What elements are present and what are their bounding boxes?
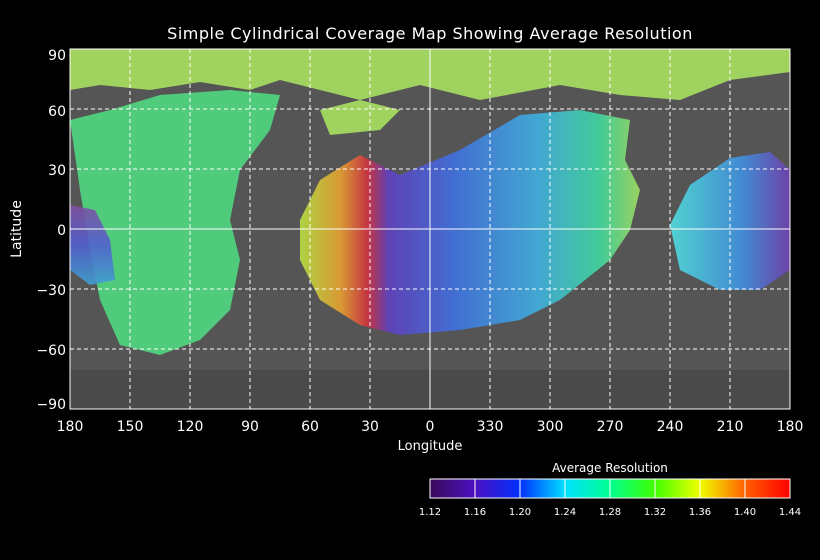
colorbar-tick: 1.24 [553,507,577,518]
x-tick: 150 [116,419,144,435]
colorbar-tick: 1.28 [598,507,622,518]
x-tick: 180 [776,419,804,435]
x-tick: 240 [656,419,684,435]
x-tick: 330 [476,419,504,435]
coverage-central-region [300,110,640,335]
x-tick: 270 [596,419,624,435]
colorbar-dividers [474,479,746,498]
x-tick: 0 [425,419,435,435]
y-tick: 60 [48,104,66,120]
colorbar-title: Average Resolution [552,461,668,475]
x-tick: 300 [536,419,564,435]
y-tick: 0 [57,223,66,239]
colorbar-tick: 1.20 [508,507,532,518]
x-tick: 90 [241,419,259,435]
colorbar-tick: 1.36 [688,507,712,518]
y-tick: −90 [36,397,66,413]
colorbar-tick: 1.32 [643,507,667,518]
colorbar-tick: 1.44 [778,507,802,518]
x-tick: 60 [301,419,319,435]
map-title: Simple Cylindrical Coverage Map Showing … [167,24,693,43]
plot-frame [69,48,791,410]
coverage-west-edge [70,205,115,285]
x-tick: 30 [361,419,379,435]
colorbar-tick: 1.40 [733,507,757,518]
x-tick: 210 [716,419,744,435]
y-tick: 30 [48,163,66,179]
y-axis-label: Latitude [9,200,25,258]
grid-lines [70,49,790,409]
x-tick: 120 [176,419,204,435]
y-tick: −30 [36,283,66,299]
x-tick: 180 [56,419,84,435]
y-tick: 90 [48,48,66,64]
colorbar-tick: 1.12 [418,507,442,518]
x-axis-label: Longitude [397,439,463,454]
colorbar-tick: 1.16 [463,507,487,518]
y-tick: −60 [36,343,66,359]
